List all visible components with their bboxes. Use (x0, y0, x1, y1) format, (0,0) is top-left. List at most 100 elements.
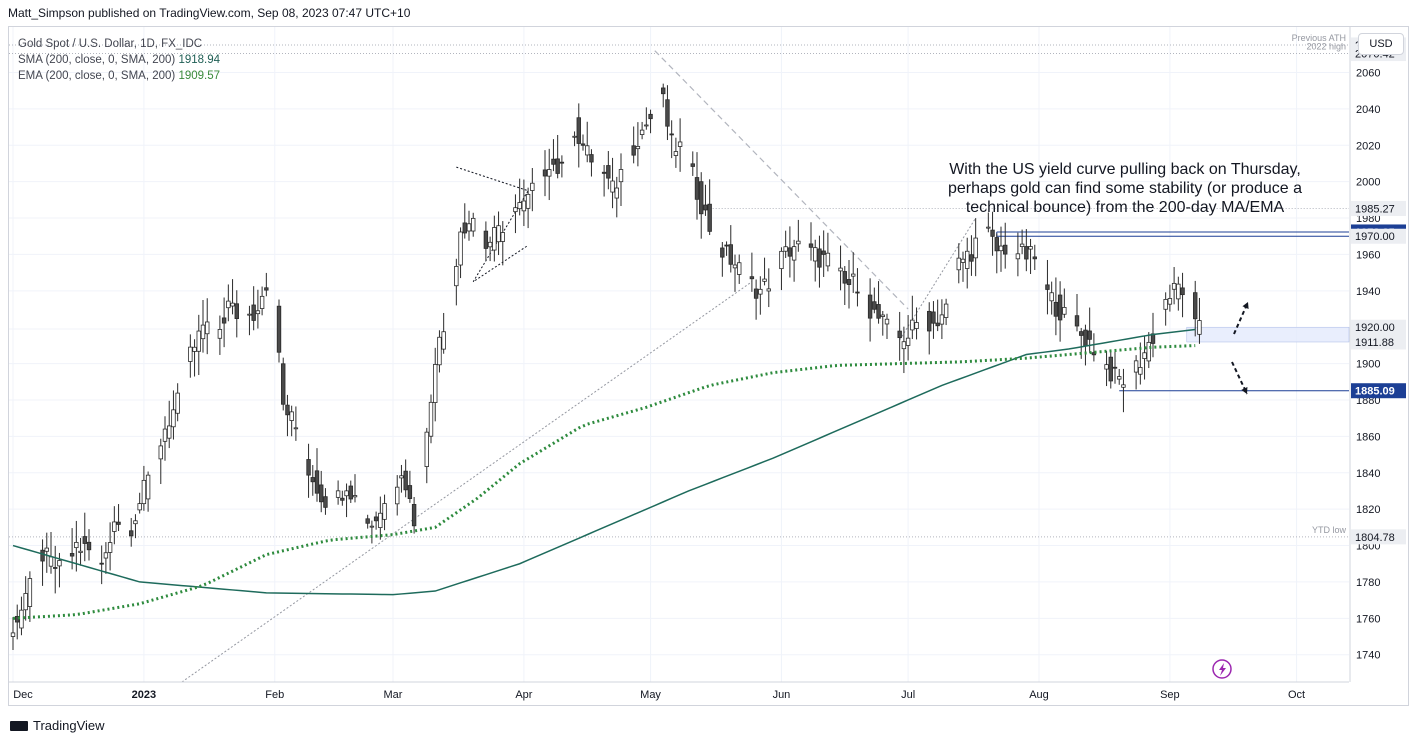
symbol-title[interactable]: Gold Spot / U.S. Dollar, 1D, FX_IDC (18, 38, 203, 50)
candle (555, 134, 560, 179)
currency-button[interactable]: USD (1358, 33, 1404, 55)
sma-value: 1918.94 (178, 54, 221, 66)
candle (458, 227, 463, 279)
candle (728, 225, 733, 273)
candle-body (314, 470, 320, 494)
support-zone-box (1186, 326, 1350, 343)
candle (44, 532, 49, 573)
candle (500, 221, 505, 266)
candle-body (817, 248, 822, 268)
candle (200, 300, 206, 353)
candle (939, 299, 945, 340)
candle (720, 242, 725, 277)
candle-body (648, 113, 653, 120)
candle-body (851, 273, 856, 277)
candle-body (251, 304, 256, 321)
candle (960, 251, 966, 282)
candle (813, 239, 818, 282)
candle-body (200, 324, 206, 340)
price-level-badge[interactable] (1351, 200, 1406, 216)
candle (454, 258, 459, 306)
candle-body (103, 552, 109, 559)
candle (851, 252, 856, 293)
candle (99, 545, 104, 585)
candle-body (580, 143, 586, 146)
candle-body (644, 124, 649, 127)
price-tick-label: 2000 (1356, 177, 1380, 189)
price-tick-label: 1940 (1356, 286, 1380, 298)
candle-body (956, 257, 961, 271)
candle (1117, 369, 1122, 385)
candle (373, 511, 379, 530)
candle-body (483, 230, 489, 249)
sma-legend[interactable]: SMA (200, close, 0, SMA, 200) 1918.94 (18, 52, 220, 68)
candle-body (758, 288, 763, 295)
candle-body (825, 252, 831, 267)
price-level-badge[interactable] (1351, 334, 1406, 350)
footer[interactable]: TradingView (10, 718, 105, 733)
candle (901, 326, 907, 374)
candle-body (694, 177, 700, 200)
publisher-line: Matt_Simpson published on TradingView.co… (8, 6, 411, 20)
candle-body (395, 486, 400, 505)
candle-body (728, 244, 733, 265)
price-level-badge[interactable] (1351, 319, 1406, 335)
candle (234, 290, 239, 338)
candle (707, 179, 712, 236)
price-tick-label: 1840 (1356, 468, 1380, 480)
candle (428, 394, 434, 444)
candle (1112, 350, 1118, 384)
candle (289, 405, 294, 437)
candle (1163, 292, 1168, 326)
candle-body (614, 187, 619, 199)
candle-body (990, 229, 995, 237)
ema-label: EMA (200, close, 0, SMA, 200) (18, 70, 176, 82)
candle-body (969, 254, 974, 262)
candle-body (791, 246, 797, 261)
candle-body (276, 305, 282, 353)
candle (897, 311, 902, 361)
candle (1062, 288, 1067, 318)
candle-body (1138, 367, 1143, 375)
price-level-badge[interactable] (1351, 383, 1406, 399)
candle-body (939, 314, 945, 325)
price-tick-label: 1960 (1356, 249, 1380, 261)
lightning-icon[interactable] (1212, 659, 1232, 679)
price-tick-label: 2020 (1356, 140, 1380, 152)
candle-body (289, 411, 294, 421)
price-level-badge[interactable] (1351, 228, 1406, 244)
projection-arrows (1231, 301, 1249, 395)
candle (965, 237, 970, 289)
candle (247, 305, 252, 336)
candle (589, 149, 594, 177)
candle-body (737, 262, 742, 275)
candle-body (1176, 283, 1181, 300)
candle (1108, 350, 1113, 389)
candle-body (1057, 294, 1063, 321)
candle (576, 103, 581, 168)
candle-body (855, 291, 860, 294)
candle (1167, 284, 1173, 312)
tradingview-logo-icon (10, 720, 28, 731)
candle-body (1028, 246, 1033, 250)
candle-body (846, 279, 852, 285)
candle (230, 279, 235, 315)
candle (471, 212, 476, 237)
candle (969, 235, 974, 276)
candle-body (661, 87, 666, 95)
candle (27, 571, 33, 622)
price-level-label: 1920.00 (1355, 322, 1395, 334)
candle (310, 465, 315, 496)
level-note: 2022 high (1306, 42, 1346, 52)
candle-body (23, 593, 28, 611)
candle (762, 257, 767, 286)
candle-body (965, 250, 970, 269)
candle-body (1167, 298, 1173, 305)
candle-body (880, 314, 885, 317)
ema-legend[interactable]: EMA (200, close, 0, SMA, 200) 1909.57 (18, 68, 220, 84)
candle (23, 576, 28, 621)
candle-body (99, 562, 104, 565)
candle-body (133, 520, 138, 525)
price-level-badge[interactable] (1351, 529, 1406, 545)
